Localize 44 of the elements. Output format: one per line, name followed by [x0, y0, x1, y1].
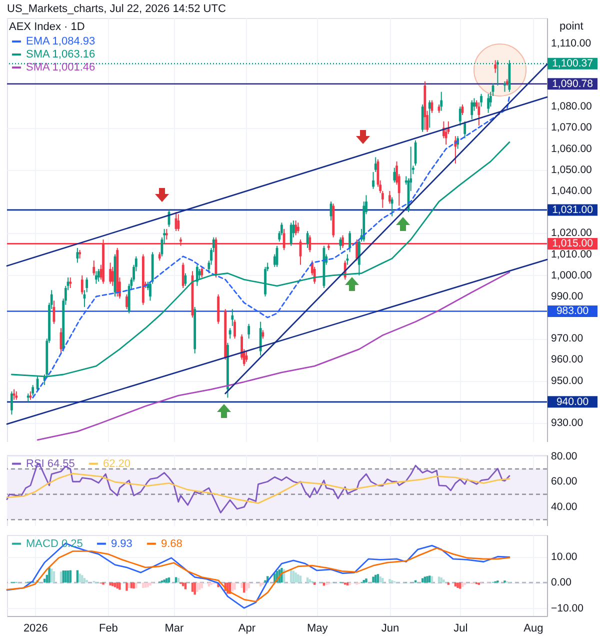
y-tick-label: 60.00 — [551, 476, 578, 488]
ref-line-label: 1,090.78 — [552, 78, 594, 90]
ref-line-label: 1,100.37 — [552, 58, 594, 70]
y-tick-label: 930.00 — [551, 417, 584, 430]
ref-line-label: 1,015.00 — [552, 238, 594, 250]
legend-label: EMA 1,084.93 — [26, 36, 96, 48]
x-tick-label: May — [307, 622, 328, 634]
x-tick-label: Jul — [454, 622, 468, 634]
legend-label: SMA 1,063.16 — [26, 48, 96, 60]
y-tick-label: 1,060.00 — [551, 142, 592, 155]
y-tick-label: 950.00 — [551, 374, 584, 387]
legend-label: 9.68 — [161, 538, 182, 550]
y-tick-label: 1,040.00 — [551, 184, 592, 197]
y-tick-label: 970.00 — [551, 332, 584, 345]
legend-label: 62.20 — [103, 458, 131, 470]
x-tick-label: Feb — [98, 622, 118, 634]
x-tick-label: Apr — [238, 622, 256, 634]
y-tick-label: 1,070.00 — [551, 122, 592, 134]
y-tick-label: −10.00 — [551, 602, 584, 614]
y-tick-label: 0.00 — [551, 576, 572, 589]
x-tick-label: Jun — [381, 622, 400, 634]
x-tick-label: 2026 — [23, 622, 48, 634]
y-tick-label: 1,010.00 — [551, 248, 592, 260]
legend-label: SMA 1,001.46 — [26, 62, 96, 74]
y-tick-label: 1,020.00 — [551, 227, 592, 240]
ref-line-label: 940.00 — [556, 396, 589, 408]
y-tick-label: 1,050.00 — [551, 164, 592, 176]
chart-title: AEX Index · 1D — [9, 21, 85, 33]
y-tick-label: 10.00 — [551, 550, 578, 563]
y-axis-title: point — [560, 20, 584, 32]
ref-line-label: 983.00 — [556, 305, 589, 318]
x-tick-label: Aug — [524, 622, 544, 634]
text: US_Markets_charts, Jul 22, 2026 14:52 UTC — [7, 3, 226, 15]
y-tick-label: 1,110.00 — [551, 37, 592, 50]
y-tick-label: 960.00 — [551, 354, 584, 366]
y-tick-label: 990.00 — [551, 290, 584, 302]
y-tick-label: 80.00 — [551, 450, 578, 462]
legend-label: 9.93 — [111, 538, 132, 550]
legend-label: RSI 64.55 — [26, 458, 75, 470]
y-tick-label: 1,000.00 — [551, 269, 592, 282]
y-tick-label: 1,080.00 — [551, 100, 592, 113]
y-tick-label: 40.00 — [551, 500, 578, 513]
ref-line-label: 1,031.00 — [552, 204, 594, 216]
x-tick-label: Mar — [164, 622, 184, 634]
